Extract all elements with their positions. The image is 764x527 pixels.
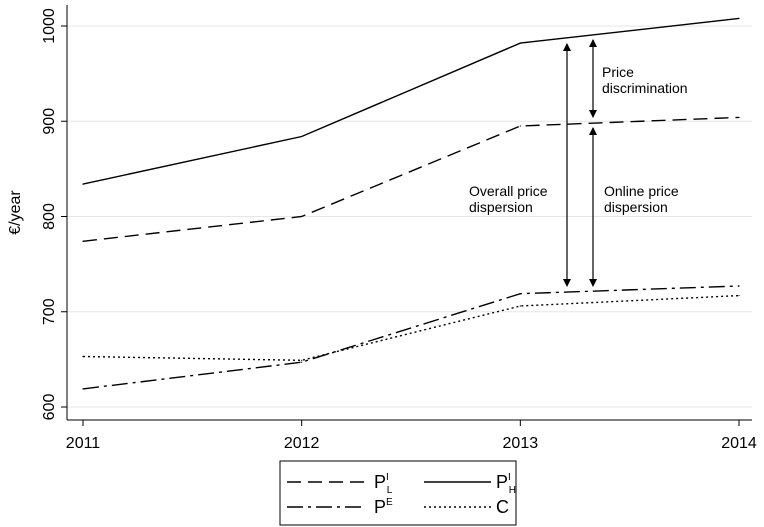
- legend-label-PE: PE: [374, 497, 393, 517]
- data-point-PIH-2013: [519, 42, 521, 44]
- data-point-PE-2014: [738, 285, 740, 287]
- legend-box: [279, 460, 517, 526]
- data-point-PIL-2013: [519, 125, 521, 127]
- data-point-C-2012: [301, 359, 303, 361]
- series-line-PE: [82, 285, 740, 390]
- legend-label-PIH: PI H: [496, 472, 516, 496]
- x-tick-label-2012: 2012: [284, 435, 320, 452]
- data-point-C-2011: [82, 355, 84, 358]
- series-line-PIH: [82, 17, 740, 185]
- y-tick-label-1000: 1000: [41, 8, 58, 44]
- overall-dispersion-label-line-1: Overall price: [469, 183, 548, 199]
- data-point-PIL-2014: [738, 116, 740, 119]
- legend-label-C: C: [496, 497, 509, 517]
- y-axis-ticks: 600 700 800 900 1000: [41, 8, 67, 420]
- y-tick-label-800: 800: [41, 203, 58, 230]
- legend-label-subscript: L: [387, 485, 393, 496]
- x-tick-label-2013: 2013: [503, 435, 539, 452]
- x-axis-ticks: 2011 2012 2013 2014: [66, 420, 757, 452]
- legend-label-superscript: I: [386, 472, 389, 483]
- legend-label-main: P: [374, 497, 386, 517]
- y-axis-title: €/year: [7, 190, 24, 235]
- legend-label-superscript: I: [508, 472, 511, 483]
- data-point-PE-2011: [82, 388, 84, 390]
- legend-label-superscript: E: [386, 497, 393, 508]
- data-point-PE-2012: [301, 361, 303, 363]
- legend-label-subscript: H: [509, 485, 516, 496]
- legend-label-main: P: [374, 472, 386, 492]
- y-tick-label-900: 900: [41, 108, 58, 135]
- price-discrimination-label-line-1: Price: [602, 64, 634, 80]
- data-point-PIL-2011: [82, 240, 84, 242]
- series-lines: [82, 17, 740, 390]
- data-point-C-2014: [738, 294, 740, 297]
- legend-label-PIL: PI L: [374, 472, 393, 496]
- online-dispersion-label-line-2: dispersion: [604, 199, 668, 215]
- series-line-PIL: [82, 116, 740, 242]
- data-point-C-2013: [519, 305, 521, 307]
- overall-dispersion-label-line-2: dispersion: [469, 199, 533, 215]
- legend-label-main: C: [496, 497, 509, 517]
- online-dispersion-label-line-1: Online price: [604, 183, 679, 199]
- data-point-PIH-2014: [738, 17, 740, 19]
- legend-label-main: P: [496, 472, 508, 492]
- x-tick-label-2014: 2014: [721, 435, 757, 452]
- series-line-C: [82, 294, 740, 362]
- data-point-PE-2013: [519, 293, 521, 295]
- data-point-PIH-2011: [82, 183, 84, 185]
- axes: [66, 5, 752, 421]
- data-point-PIL-2012: [301, 215, 303, 218]
- price-discrimination-label-line-2: discrimination: [602, 80, 688, 96]
- y-tick-label-600: 600: [41, 394, 58, 421]
- data-point-PIH-2012: [301, 135, 303, 138]
- x-tick-label-2011: 2011: [66, 435, 101, 452]
- legend: PI L PI HPE C: [279, 460, 517, 526]
- y-tick-label-700: 700: [41, 298, 58, 325]
